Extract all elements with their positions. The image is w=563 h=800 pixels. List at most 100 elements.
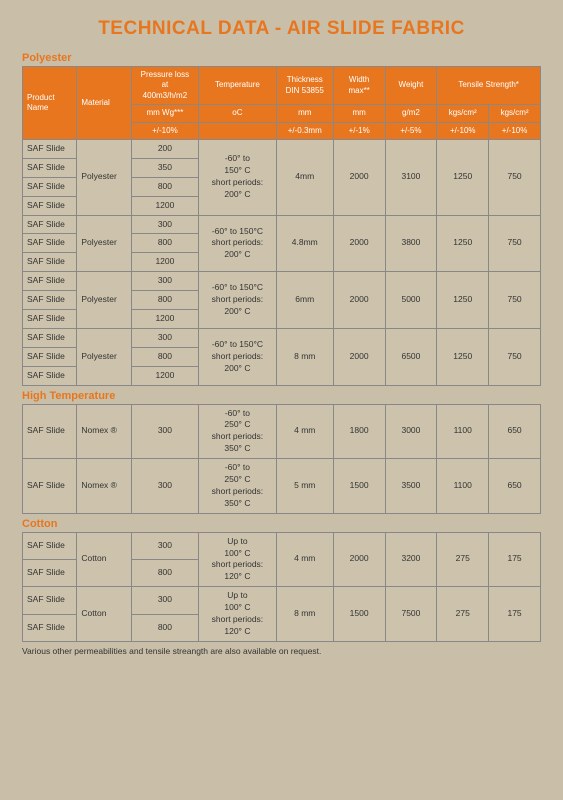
cell-weight: 3100 <box>385 139 437 215</box>
table-row: SAF SlideCotton300Up to100° Cshort perio… <box>23 587 541 614</box>
cell-thickness: 4.8mm <box>276 215 333 272</box>
cell-pressure: 800 <box>131 291 198 310</box>
cell-ts1: 1250 <box>437 139 489 215</box>
cell-thickness: 4 mm <box>276 404 333 459</box>
table-row: SAF SlideNomex ®300-60° to250° Cshort pe… <box>23 404 541 459</box>
header-tensile: Tensile Strength* <box>437 67 541 105</box>
cell-pressure: 800 <box>131 614 198 641</box>
page-title: TECHNICAL DATA - AIR SLIDE FABRIC <box>22 18 541 40</box>
header-product-name: ProductName <box>23 67 77 140</box>
cell-name: SAF Slide <box>23 366 77 385</box>
cell-pressure: 300 <box>131 532 198 559</box>
table-row: SAF SlideCotton300Up to100° Cshort perio… <box>23 532 541 559</box>
header-unit-0: mm Wg*** <box>131 105 198 122</box>
header-tol-4: +/-5% <box>385 122 437 139</box>
cell-thickness: 4 mm <box>276 532 333 587</box>
data-table: ProductNameMaterialPressure lossat400m3/… <box>22 66 541 386</box>
table-row: SAF SlidePolyester300-60° to 150°Cshort … <box>23 215 541 234</box>
cell-thickness: 8 mm <box>276 587 333 642</box>
cell-ts2: 650 <box>489 404 541 459</box>
table-row: SAF SlidePolyester300-60° to 150°Cshort … <box>23 272 541 291</box>
cell-material: Polyester <box>77 215 131 272</box>
cell-weight: 3200 <box>385 532 437 587</box>
cell-thickness: 8 mm <box>276 328 333 385</box>
table-row: SAF SlidePolyester200-60° to150° Cshort … <box>23 139 541 158</box>
header-width: Widthmax** <box>333 67 385 105</box>
cell-weight: 6500 <box>385 328 437 385</box>
cell-width: 2000 <box>333 139 385 215</box>
cell-name: SAF Slide <box>23 177 77 196</box>
cell-ts1: 275 <box>437 532 489 587</box>
cell-width: 1500 <box>333 459 385 514</box>
cell-material: Cotton <box>77 532 131 587</box>
cell-weight: 5000 <box>385 272 437 329</box>
cell-weight: 3800 <box>385 215 437 272</box>
header-unit-2: mm <box>276 105 333 122</box>
cell-width: 2000 <box>333 215 385 272</box>
header-temperature: Temperature <box>199 67 277 105</box>
cell-name: SAF Slide <box>23 309 77 328</box>
section-label: Cotton <box>22 518 541 530</box>
cell-pressure: 300 <box>131 459 198 514</box>
cell-width: 2000 <box>333 328 385 385</box>
cell-pressure: 800 <box>131 177 198 196</box>
cell-thickness: 4mm <box>276 139 333 215</box>
cell-material: Cotton <box>77 587 131 642</box>
cell-weight: 7500 <box>385 587 437 642</box>
cell-ts1: 1100 <box>437 404 489 459</box>
cell-ts1: 1100 <box>437 459 489 514</box>
cell-temperature: -60° to150° Cshort periods:200° C <box>199 139 277 215</box>
footnote: Various other permeabilities and tensile… <box>22 646 541 656</box>
header-tol-2: +/-0.3mm <box>276 122 333 139</box>
table-row: SAF SlideNomex ®300-60° to250° Cshort pe… <box>23 459 541 514</box>
cell-width: 1800 <box>333 404 385 459</box>
section-label: Polyester <box>22 52 541 64</box>
cell-temperature: -60° to 150°Cshort periods:200° C <box>199 215 277 272</box>
cell-pressure: 300 <box>131 215 198 234</box>
header-weight: Weight <box>385 67 437 105</box>
data-table: SAF SlideNomex ®300-60° to250° Cshort pe… <box>22 404 541 514</box>
cell-name: SAF Slide <box>23 587 77 614</box>
cell-name: SAF Slide <box>23 459 77 514</box>
cell-pressure: 300 <box>131 272 198 291</box>
cell-thickness: 5 mm <box>276 459 333 514</box>
cell-name: SAF Slide <box>23 559 77 586</box>
cell-pressure: 300 <box>131 587 198 614</box>
cell-ts2: 750 <box>489 139 541 215</box>
cell-name: SAF Slide <box>23 347 77 366</box>
header-tol-3: +/-1% <box>333 122 385 139</box>
header-unit-6: kgs/cm² <box>489 105 541 122</box>
header-tol-0: +/-10% <box>131 122 198 139</box>
cell-name: SAF Slide <box>23 215 77 234</box>
cell-name: SAF Slide <box>23 234 77 253</box>
cell-thickness: 6mm <box>276 272 333 329</box>
cell-name: SAF Slide <box>23 253 77 272</box>
cell-ts1: 1250 <box>437 272 489 329</box>
cell-temperature: Up to100° Cshort periods:120° C <box>199 587 277 642</box>
cell-ts2: 650 <box>489 459 541 514</box>
cell-ts2: 175 <box>489 532 541 587</box>
cell-ts1: 275 <box>437 587 489 642</box>
cell-material: Polyester <box>77 272 131 329</box>
cell-pressure: 800 <box>131 234 198 253</box>
cell-name: SAF Slide <box>23 404 77 459</box>
header-tol-6: +/-10% <box>489 122 541 139</box>
cell-pressure: 800 <box>131 347 198 366</box>
cell-width: 2000 <box>333 272 385 329</box>
cell-name: SAF Slide <box>23 272 77 291</box>
cell-pressure: 200 <box>131 139 198 158</box>
sections-container: PolyesterProductNameMaterialPressure los… <box>22 52 541 642</box>
header-unit-3: mm <box>333 105 385 122</box>
cell-material: Polyester <box>77 139 131 215</box>
cell-pressure: 300 <box>131 328 198 347</box>
cell-name: SAF Slide <box>23 158 77 177</box>
cell-weight: 3500 <box>385 459 437 514</box>
cell-material: Nomex ® <box>77 459 131 514</box>
header-tol-5: +/-10% <box>437 122 489 139</box>
section-label: High Temperature <box>22 390 541 402</box>
cell-ts1: 1250 <box>437 328 489 385</box>
header-material: Material <box>77 67 131 140</box>
header-unit-4: g/m2 <box>385 105 437 122</box>
cell-ts2: 175 <box>489 587 541 642</box>
cell-name: SAF Slide <box>23 291 77 310</box>
